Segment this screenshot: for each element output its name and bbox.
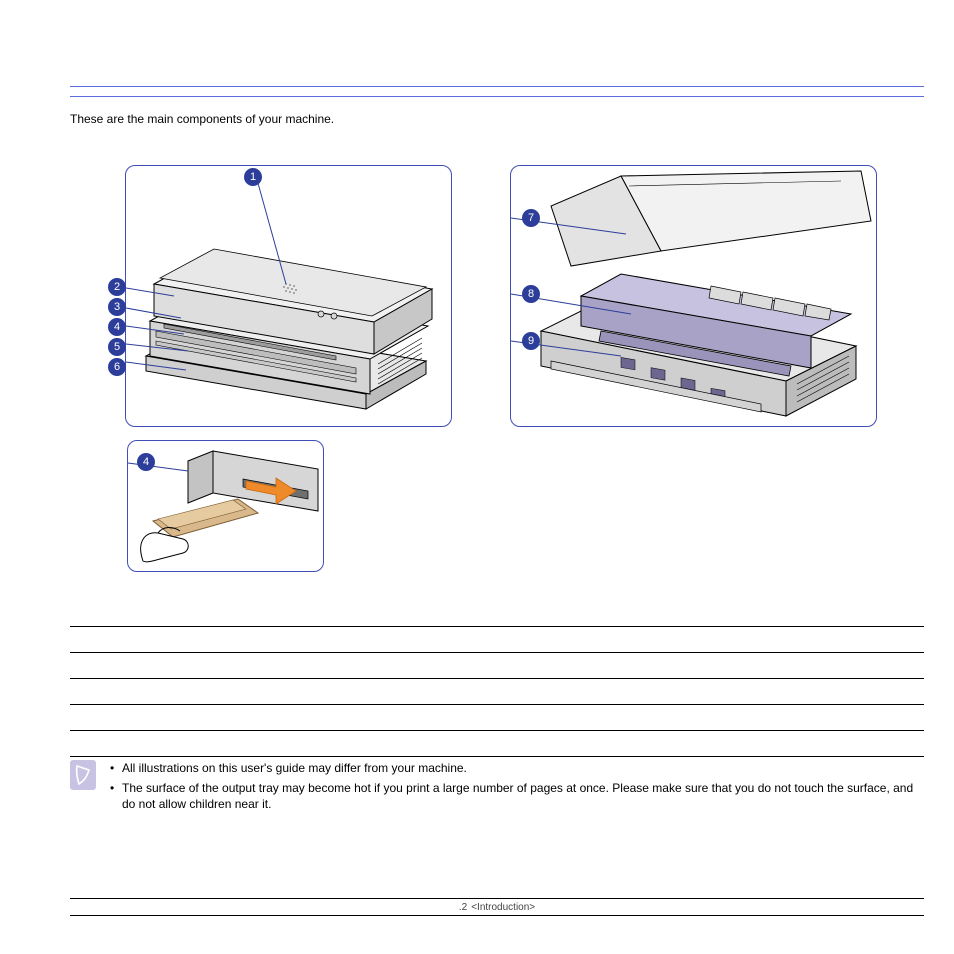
callout-6: 6 bbox=[108, 358, 126, 376]
callout-7: 7 bbox=[522, 209, 540, 227]
cell-num bbox=[455, 653, 495, 678]
intro-text: These are the main components of your ma… bbox=[70, 112, 334, 126]
note-list: • All illustrations on this user's guide… bbox=[110, 760, 924, 817]
page-number: .2 bbox=[459, 902, 467, 913]
cell-num bbox=[70, 679, 110, 704]
cell-num bbox=[70, 731, 110, 756]
note-bullet: • All illustrations on this user's guide… bbox=[110, 760, 924, 776]
cell-label bbox=[110, 731, 455, 756]
cell-num bbox=[70, 627, 110, 652]
note-block: • All illustrations on this user's guide… bbox=[70, 760, 924, 817]
cell-label bbox=[110, 627, 455, 652]
note-text: The surface of the output tray may becom… bbox=[122, 780, 924, 812]
cell-num bbox=[455, 705, 495, 730]
note-icon bbox=[70, 760, 96, 790]
cell-num bbox=[70, 653, 110, 678]
table-row bbox=[70, 626, 924, 653]
page-footer: .2 <Introduction> bbox=[70, 898, 924, 916]
tray-insert-illustration bbox=[128, 441, 323, 571]
cell-num bbox=[455, 627, 495, 652]
cell-label bbox=[110, 705, 455, 730]
printer-front-illustration bbox=[126, 166, 451, 426]
manual-page: These are the main components of your ma… bbox=[0, 0, 954, 954]
note-bullet: • The surface of the output tray may bec… bbox=[110, 780, 924, 812]
section-name: <Introduction> bbox=[471, 902, 535, 913]
bullet-dot: • bbox=[110, 780, 122, 812]
bullet-dot: • bbox=[110, 760, 122, 776]
callout-1: 1 bbox=[244, 168, 262, 186]
callout-4: 4 bbox=[108, 318, 126, 336]
printer-open-illustration bbox=[511, 166, 876, 426]
cell-label bbox=[110, 679, 455, 704]
cell-num bbox=[455, 731, 495, 756]
cell-num bbox=[455, 679, 495, 704]
figure-printer-open bbox=[510, 165, 877, 427]
callout-9: 9 bbox=[522, 332, 540, 350]
table-row bbox=[70, 653, 924, 679]
rule-top-thick bbox=[70, 86, 924, 87]
table-row bbox=[70, 705, 924, 731]
callout-3: 3 bbox=[108, 298, 126, 316]
figure-printer-front bbox=[125, 165, 452, 427]
cell-label bbox=[495, 627, 924, 652]
table-row bbox=[70, 679, 924, 705]
cell-label bbox=[495, 679, 924, 704]
table-row bbox=[70, 731, 924, 757]
cell-label bbox=[495, 653, 924, 678]
callout-8: 8 bbox=[522, 285, 540, 303]
cell-label bbox=[495, 731, 924, 756]
cell-num bbox=[70, 705, 110, 730]
cell-label bbox=[495, 705, 924, 730]
callout-2: 2 bbox=[108, 278, 126, 296]
figure-tray-insert bbox=[127, 440, 324, 572]
components-table bbox=[70, 626, 924, 757]
callout-fig2-4: 4 bbox=[137, 453, 155, 471]
cell-label bbox=[110, 653, 455, 678]
note-text: All illustrations on this user's guide m… bbox=[122, 760, 467, 776]
callout-5: 5 bbox=[108, 338, 126, 356]
rule-top-thin bbox=[70, 96, 924, 97]
